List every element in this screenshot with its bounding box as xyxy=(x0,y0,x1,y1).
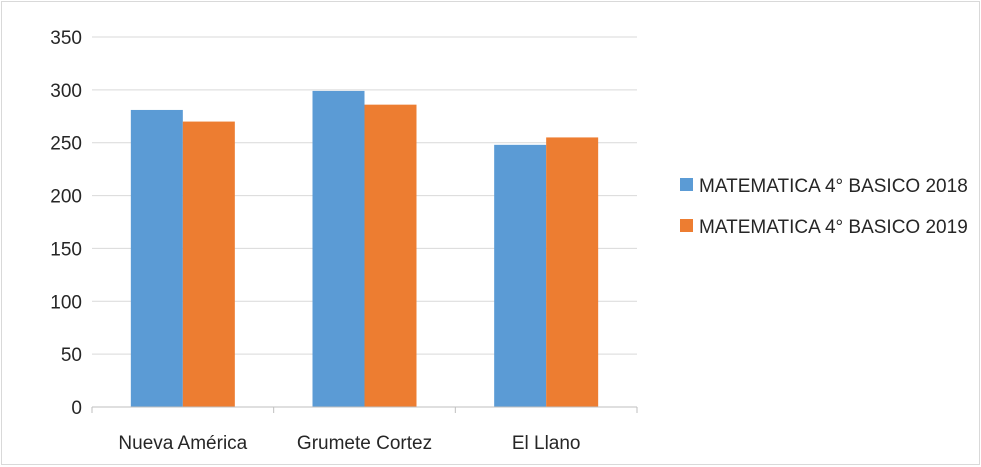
legend-item-2019: MATEMATICA 4° BASICO 2019 xyxy=(680,213,970,242)
legend: MATEMATICA 4° BASICO 2018 MATEMATICA 4° … xyxy=(680,172,970,254)
bar-2-series-1 xyxy=(546,137,599,407)
bar-0-series-0 xyxy=(130,109,183,407)
y-tick-label-200: 200 xyxy=(50,187,82,208)
legend-label-2018: MATEMATICA 4° BASICO 2018 xyxy=(699,176,968,197)
y-tick-label-0: 0 xyxy=(71,398,82,419)
bar-0-series-1 xyxy=(182,121,235,408)
y-tick-label-300: 300 xyxy=(50,81,82,102)
legend-swatch-2019 xyxy=(680,219,693,232)
y-axis-tick-labels: 0 50 100 150 200 250 300 350 xyxy=(50,28,82,419)
y-tick-label-50: 50 xyxy=(61,345,82,366)
legend-swatch-2018 xyxy=(680,178,693,191)
bar-1-series-0 xyxy=(312,90,365,408)
x-category-label-2: El Llano xyxy=(512,433,581,454)
y-tick-label-250: 250 xyxy=(50,134,82,155)
legend-item-2018: MATEMATICA 4° BASICO 2018 xyxy=(680,172,970,201)
x-category-label-0: Nueva América xyxy=(118,433,247,454)
bar-2-series-0 xyxy=(494,144,547,408)
y-tick-label-150: 150 xyxy=(50,239,82,260)
legend-label-2019: MATEMATICA 4° BASICO 2019 xyxy=(699,217,968,238)
axes xyxy=(91,406,638,413)
bar-1-series-1 xyxy=(364,104,417,408)
x-axis-category-labels: Nueva América Grumete Cortez El Llano xyxy=(118,433,580,454)
bars xyxy=(130,90,599,408)
y-tick-label-350: 350 xyxy=(50,28,82,49)
x-category-label-1: Grumete Cortez xyxy=(297,433,432,454)
y-tick-label-100: 100 xyxy=(50,292,82,313)
